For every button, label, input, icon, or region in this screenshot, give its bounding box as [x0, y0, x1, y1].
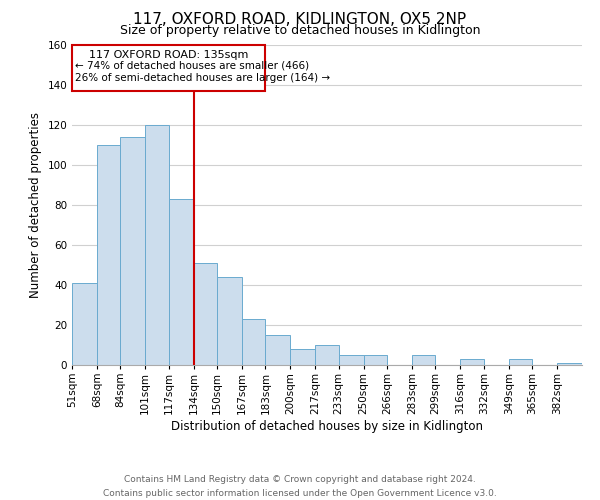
Bar: [72, 45, 265, 91]
Bar: [194, 263, 217, 365]
Bar: [145, 125, 169, 365]
Bar: [217, 277, 242, 365]
Bar: [509, 359, 532, 365]
Bar: [412, 355, 436, 365]
Bar: [460, 359, 484, 365]
Text: ← 74% of detached houses are smaller (466): ← 74% of detached houses are smaller (46…: [75, 61, 309, 71]
Text: Size of property relative to detached houses in Kidlington: Size of property relative to detached ho…: [120, 24, 480, 37]
Bar: [265, 335, 290, 365]
Bar: [72, 283, 97, 365]
Text: Contains HM Land Registry data © Crown copyright and database right 2024.
Contai: Contains HM Land Registry data © Crown c…: [103, 476, 497, 498]
Bar: [315, 345, 339, 365]
Y-axis label: Number of detached properties: Number of detached properties: [29, 112, 42, 298]
Bar: [364, 355, 387, 365]
Bar: [169, 199, 194, 365]
Bar: [97, 145, 121, 365]
Bar: [121, 137, 145, 365]
Text: 117 OXFORD ROAD: 135sqm: 117 OXFORD ROAD: 135sqm: [89, 50, 248, 60]
Text: 117, OXFORD ROAD, KIDLINGTON, OX5 2NP: 117, OXFORD ROAD, KIDLINGTON, OX5 2NP: [133, 12, 467, 28]
X-axis label: Distribution of detached houses by size in Kidlington: Distribution of detached houses by size …: [171, 420, 483, 432]
Bar: [557, 363, 582, 365]
Text: 26% of semi-detached houses are larger (164) →: 26% of semi-detached houses are larger (…: [75, 73, 330, 83]
Bar: [339, 355, 364, 365]
Bar: [290, 349, 315, 365]
Bar: [242, 319, 265, 365]
